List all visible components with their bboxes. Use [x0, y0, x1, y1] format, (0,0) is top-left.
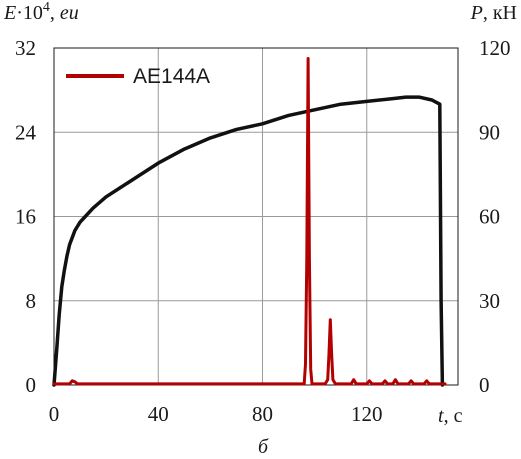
figure-caption: б	[258, 436, 269, 458]
y-left-tick-label: 24	[15, 120, 37, 144]
y-left-tick-label: 8	[26, 289, 37, 313]
x-tick-label: 0	[49, 402, 60, 426]
y-right-axis-unit: , кН	[483, 2, 517, 24]
x-axis-title: t, с	[438, 405, 463, 427]
y-right-tick-label: 90	[479, 120, 500, 144]
y-left-axis-title: E·104, eu	[3, 0, 79, 24]
legend-label-ae144a: AE144A	[133, 65, 210, 88]
y-left-tick-label: 0	[26, 373, 37, 397]
y-left-tick-label: 16	[15, 205, 36, 229]
series-layer	[52, 57, 447, 387]
series-line-ae144a	[52, 57, 447, 386]
y-left-axis-sup: 4	[43, 0, 50, 15]
y-right-tick-label: 120	[479, 36, 511, 60]
y-left-axis-unit: eu	[60, 2, 79, 24]
x-tick-label: 40	[148, 402, 169, 426]
tick-labels: 0 40 80 120 0 8 16 24 32 0 30 60 90 120	[15, 36, 511, 426]
legend: AE144A	[66, 65, 210, 88]
y-right-axis-title: P, кН	[470, 2, 517, 24]
x-axis-var: t	[438, 405, 444, 427]
y-right-tick-label: 60	[479, 205, 500, 229]
y-left-axis-mid: ·10	[16, 2, 43, 24]
y-right-tick-label: 30	[479, 289, 500, 313]
series-line-load	[52, 95, 445, 387]
y-left-axis-sep: ,	[50, 2, 60, 24]
y-left-axis-var: E	[3, 2, 16, 24]
y-left-tick-label: 32	[15, 36, 36, 60]
y-right-axis-var: P	[470, 2, 483, 24]
x-tick-label: 80	[252, 402, 273, 426]
y-right-tick-label: 0	[479, 373, 490, 397]
x-axis-unit: , с	[444, 405, 463, 427]
x-tick-label: 120	[351, 402, 383, 426]
